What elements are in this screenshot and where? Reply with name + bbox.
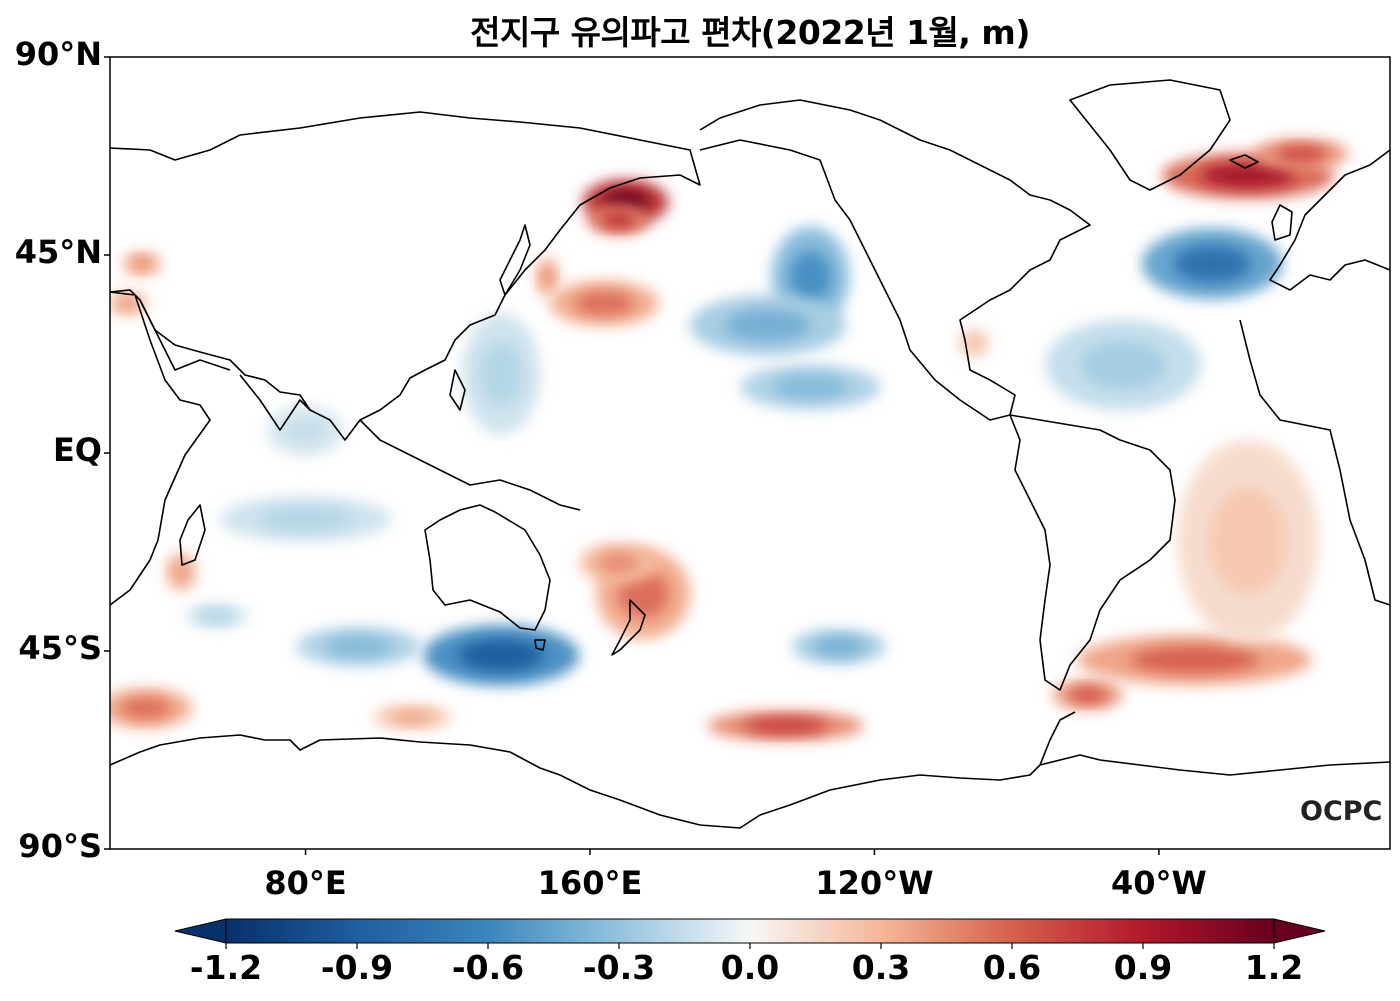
anomaly-core [742,717,829,734]
anomaly-region [296,626,422,667]
colorbar-tick-label: -0.9 [320,948,394,987]
anomaly-region [462,313,541,435]
colorbar-tick-label: -0.6 [451,948,525,987]
anomaly-core [258,507,353,531]
xtick-label: 40°W [1110,864,1207,902]
ytick-label: 90°S [18,827,102,865]
anomaly-core [1080,341,1167,389]
colorbar [174,918,1326,949]
coastline-africa-west [1239,319,1390,606]
anomaly-region [791,628,886,665]
axis-ticks [104,56,1160,855]
coastline-arabia [139,299,231,371]
anomaly-region [1045,319,1202,411]
anomaly-region [689,295,846,356]
coastline-europe [1269,149,1390,291]
anomaly-region [1077,634,1312,686]
coastline-philippines [449,369,466,411]
colorbar-tick-label: 1.2 [1244,948,1304,987]
anomaly-region [422,625,580,686]
anomaly-core [199,609,234,623]
anomaly-core [284,417,327,445]
anomaly-core [540,266,554,288]
anomaly-core [479,342,523,406]
anomaly-core [117,296,139,310]
coastline-madagascar [179,504,206,566]
coastline-north-america [699,99,1091,421]
coastline-south-america [1009,414,1176,691]
ytick-label: EQ [52,431,102,469]
anomaly-core [172,561,190,583]
coastline-sea-islands [359,419,581,511]
anomaly-region [219,496,392,542]
colorbar-extend-low [174,918,227,944]
coastlines [110,79,1390,829]
coastline-australia [424,504,551,631]
anomaly-core [131,257,153,271]
coastline-greenland [1069,79,1231,191]
anomaly-region [266,405,345,457]
coastline-antarctica [110,734,1390,829]
xtick-label: 160°E [537,864,643,902]
colorbar-tick-label: -1.2 [189,948,263,987]
colorbar-gradient [225,918,1275,944]
coastline-eurasia [110,111,701,441]
anomaly-core [597,552,640,574]
anomaly-core [965,335,983,351]
anomaly-region [587,204,650,235]
anomaly-region [579,542,658,584]
coastline-tasmania [534,639,546,651]
ocpc-logo: OCPC [1300,796,1383,827]
anomaly-core [772,375,849,399]
anomaly-region [1141,228,1283,300]
coastline-new-zealand [611,599,646,656]
coastline-iceland [1229,154,1259,169]
anomaly-core [119,697,172,719]
anomaly-core [1209,488,1287,594]
anomaly-region [1254,138,1349,169]
colorbar-tick-label: 0.9 [1113,948,1173,987]
anomaly-core [1068,687,1107,703]
colorbar-tick-label: -0.3 [582,948,656,987]
anomaly-region [1052,679,1123,711]
anomaly-core [390,710,434,724]
anomaly-region [535,256,560,298]
anomaly-core [1173,245,1251,283]
anomaly-core [458,639,544,672]
anomaly-region [549,280,659,327]
ytick-label: 45°N [14,233,102,271]
anomaly-region [707,710,864,741]
anomaly-region [373,704,452,730]
xtick-label: 80°E [264,864,347,902]
anomaly-region [185,603,248,629]
anomaly-layer [110,138,1349,741]
colorbar-extend-high [1273,918,1326,944]
chart-title: 전지구 유의파고 편차(2022년 1월, m) [470,13,1030,52]
anomaly-core [725,309,811,342]
anomaly-core [789,250,832,304]
anomaly-region [110,687,193,729]
anomaly-core [1275,145,1327,162]
coastline-uk [1271,204,1293,241]
coastline-africa [110,291,211,606]
anomaly-core [601,211,636,228]
coastline-antarctic-peninsula [1039,711,1076,766]
coastline-india [239,374,311,431]
colorbar-tick-label: 0.0 [720,948,780,987]
anomaly-core [813,637,865,656]
anomaly-region [1177,439,1319,643]
anomaly-core [1200,163,1295,188]
ytick-label: 90°N [14,35,102,73]
anomaly-region [740,364,881,410]
ytick-label: 45°S [18,629,102,667]
anomaly-core [1130,646,1259,673]
anomaly-core [574,291,635,316]
xtick-label: 120°W [815,864,934,902]
colorbar-tick-label: 0.3 [851,948,911,987]
colorbar-tick-label: 0.6 [982,948,1042,987]
anomaly-core [324,636,394,658]
anomaly-region [122,251,162,277]
coastline-japan [499,224,531,296]
